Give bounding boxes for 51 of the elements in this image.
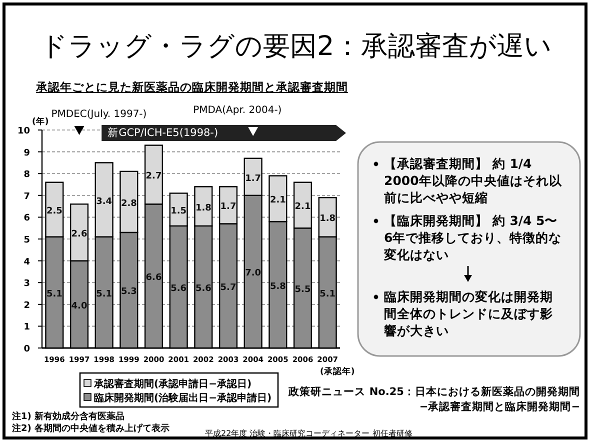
y-tick-label: 1 xyxy=(24,322,30,333)
y-tick-label: 9 xyxy=(24,148,30,158)
legend-label: 臨床開発期間(治験届出日−承認申請日) xyxy=(94,391,272,404)
text: 注1) 新有効成分含有医薬品 xyxy=(12,410,125,423)
data-label: 4.0 xyxy=(71,301,88,312)
data-label: 5.1 xyxy=(96,289,112,300)
y-tick-label: 5 xyxy=(24,236,30,246)
y-tick-label: 6 xyxy=(24,214,30,224)
data-label: 5.6 xyxy=(195,284,212,294)
text: 政策研ニュース No.25：日本における新医薬品の開発期間 xyxy=(288,385,580,399)
data-label: 7.0 xyxy=(245,268,262,279)
data-label: 1.7 xyxy=(245,174,262,184)
x-axis-title: (承認年) xyxy=(320,366,355,378)
y-tick-label: 3 xyxy=(24,279,30,290)
text: 注2) 各期間の中央値を積み上げて表示 xyxy=(12,422,170,435)
data-label: 1.7 xyxy=(220,202,236,212)
data-label: 6.6 xyxy=(146,273,162,284)
annotation: PMDEC(July. 1997-) xyxy=(51,109,147,120)
data-label: 1.8 xyxy=(320,214,336,224)
data-label: 2.6 xyxy=(71,229,88,240)
y-tick-label: 8 xyxy=(24,170,30,180)
data-label: 1.5 xyxy=(170,206,187,217)
chart-title: ドラッグ・ラグの要因2：承認審査が遅い xyxy=(40,30,552,64)
data-label: 2.8 xyxy=(120,198,137,209)
data-label: 5.3 xyxy=(120,287,137,298)
y-tick-label: 7 xyxy=(24,192,30,202)
data-label: 5.6 xyxy=(170,284,187,294)
data-label: 5.5 xyxy=(294,285,311,296)
y-axis-title: (年) xyxy=(32,116,49,127)
text: 【承認審査期間】 約 1/4 2000年以降の中央値はそれ以前に比べやや短縮 xyxy=(384,155,563,206)
legend-label: 承認審査期間(承認申請日−承認日) xyxy=(94,377,252,390)
data-label: 2.1 xyxy=(270,196,286,206)
data-label: 2.5 xyxy=(46,206,62,217)
y-tick-label: 2 xyxy=(24,300,30,311)
chart-subtitle: 承認年ごとに見た新医薬品の臨床開発期間と承認審査期間 xyxy=(36,80,348,95)
annotation: 新GCP/ICH-E5(1998-) xyxy=(108,126,218,140)
y-tick-label: 10 xyxy=(17,126,30,136)
data-label: 3.4 xyxy=(96,196,112,207)
data-label: 5.1 xyxy=(46,289,62,300)
text: 【臨床開発期間】 約 3/4 5〜6年で推移しており、特徴的な変化はない xyxy=(384,212,563,263)
annotation: PMDA(Apr. 2004-) xyxy=(193,105,282,116)
y-tick-label: 4 xyxy=(24,257,30,268)
text: −承認審査期間と臨床開発期間− xyxy=(419,400,580,414)
data-label: 5.1 xyxy=(320,289,336,300)
data-label: 5.8 xyxy=(270,282,286,292)
data-label: 2.1 xyxy=(294,202,311,212)
data-label: 1.8 xyxy=(195,203,212,214)
y-tick-label: 0 xyxy=(24,344,30,354)
data-label: 5.7 xyxy=(220,282,236,293)
data-label: 2.7 xyxy=(146,172,162,182)
text: 臨床開発期間の変化は開発期間全体のトレンドに及ぼす影響が大きい xyxy=(384,288,554,339)
